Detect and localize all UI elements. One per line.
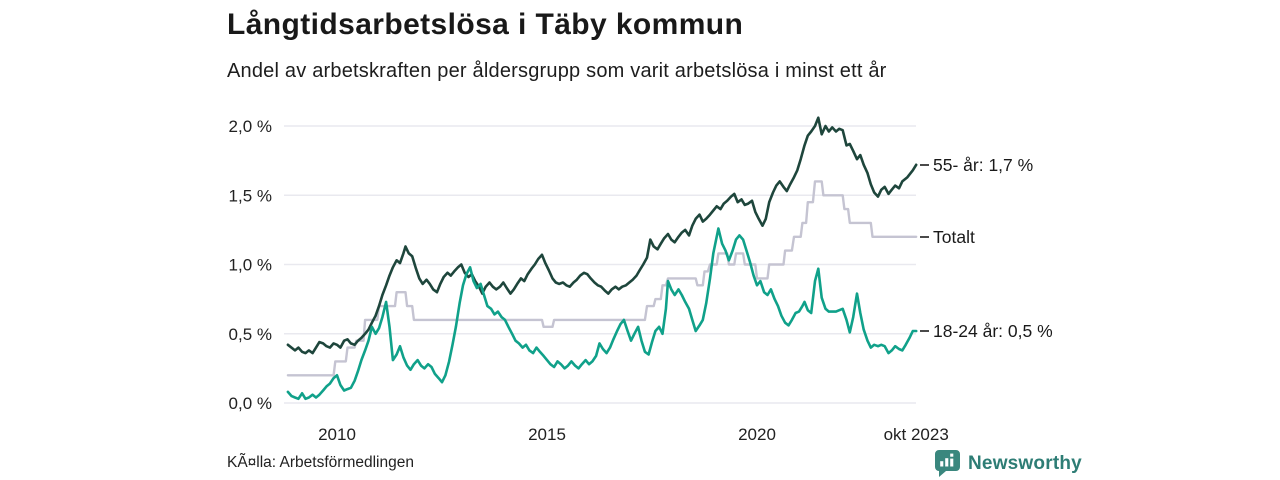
- annotation-tick: [920, 163, 929, 166]
- series-line-18-24-ar: [286, 227, 918, 401]
- newsworthy-icon: [935, 450, 960, 477]
- annotation-label: Totalt: [933, 226, 975, 247]
- y-tick-label: 2,0 %: [229, 117, 272, 136]
- annotation-55-ar: 55- år: 1,7 %: [920, 152, 1033, 178]
- gridlines: [284, 125, 916, 404]
- y-tick-label: 0,5 %: [229, 325, 272, 344]
- series-line-55-ar: [286, 116, 918, 355]
- y-axis-labels: 2,0 % 1,5 % 1,0 % 0,5 % 0,0 %: [229, 117, 272, 413]
- x-tick-label: 2015: [528, 425, 566, 444]
- annotation-18-24-ar: 18-24 år: 0,5 %: [920, 318, 1053, 344]
- x-axis-labels: 2010 2015 2020 okt 2023: [318, 425, 949, 444]
- annotation-totalt: Totalt: [920, 224, 975, 250]
- annotation-tick: [920, 235, 929, 238]
- newsworthy-logo: Newsworthy: [934, 449, 1082, 478]
- x-tick-label: 2020: [738, 425, 776, 444]
- newsworthy-wordmark: Newsworthy: [968, 452, 1082, 474]
- series-line-totalt: [286, 180, 918, 377]
- chart-subtitle: Andel av arbetskraften per åldersgrupp s…: [227, 60, 887, 82]
- y-tick-label: 1,0 %: [229, 256, 272, 275]
- page-title: Långtidsarbetslösa i Täby kommun: [227, 8, 744, 41]
- annotation-label: 18-24 år: 0,5 %: [933, 320, 1053, 341]
- series-lines: [286, 116, 918, 401]
- y-tick-label: 0,0 %: [229, 394, 272, 413]
- annotation-label: 55- år: 1,7 %: [933, 154, 1034, 175]
- y-tick-label: 1,5 %: [229, 186, 272, 205]
- annotation-tick: [920, 329, 929, 332]
- source-note: KÃ¤lla: Arbetsförmedlingen: [227, 454, 414, 471]
- x-tick-label: okt 2023: [884, 425, 949, 444]
- x-tick-label: 2010: [318, 425, 356, 444]
